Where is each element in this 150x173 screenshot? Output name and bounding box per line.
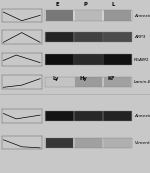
Bar — [45, 32, 132, 42]
Bar — [46, 10, 73, 21]
Bar — [46, 77, 73, 87]
Bar — [45, 10, 132, 21]
Text: Annexin A1: Annexin A1 — [134, 114, 150, 118]
Text: KF: KF — [107, 76, 115, 81]
Bar — [45, 138, 132, 148]
Text: L: L — [112, 2, 115, 7]
Bar — [45, 77, 132, 87]
Text: ARP3: ARP3 — [134, 35, 146, 39]
Bar — [75, 111, 102, 121]
Bar — [45, 111, 132, 121]
Text: PGAM1: PGAM1 — [134, 58, 150, 62]
Text: Annexin A1: Annexin A1 — [134, 13, 150, 18]
Bar — [104, 32, 130, 42]
Text: Lamin-B1: Lamin-B1 — [134, 80, 150, 84]
Text: Vimentin: Vimentin — [134, 141, 150, 145]
Bar — [75, 32, 102, 42]
Bar — [104, 54, 130, 65]
Bar — [46, 138, 73, 148]
Text: Ly: Ly — [52, 76, 59, 81]
Bar — [45, 111, 132, 121]
Bar — [46, 111, 73, 121]
Bar — [104, 77, 130, 87]
Text: E: E — [56, 2, 60, 7]
Bar — [45, 54, 132, 65]
Bar — [46, 32, 73, 42]
Bar — [75, 10, 102, 21]
Bar — [45, 32, 132, 42]
Bar — [45, 138, 132, 148]
Bar — [75, 138, 102, 148]
Bar — [45, 77, 132, 87]
Bar — [104, 111, 130, 121]
Bar — [75, 77, 102, 87]
Text: Hy: Hy — [79, 76, 87, 81]
Text: P: P — [84, 2, 87, 7]
Bar — [46, 54, 73, 65]
Bar — [45, 10, 132, 21]
Bar — [104, 138, 130, 148]
Bar — [45, 54, 132, 65]
Bar — [75, 54, 102, 65]
Bar — [104, 10, 130, 21]
